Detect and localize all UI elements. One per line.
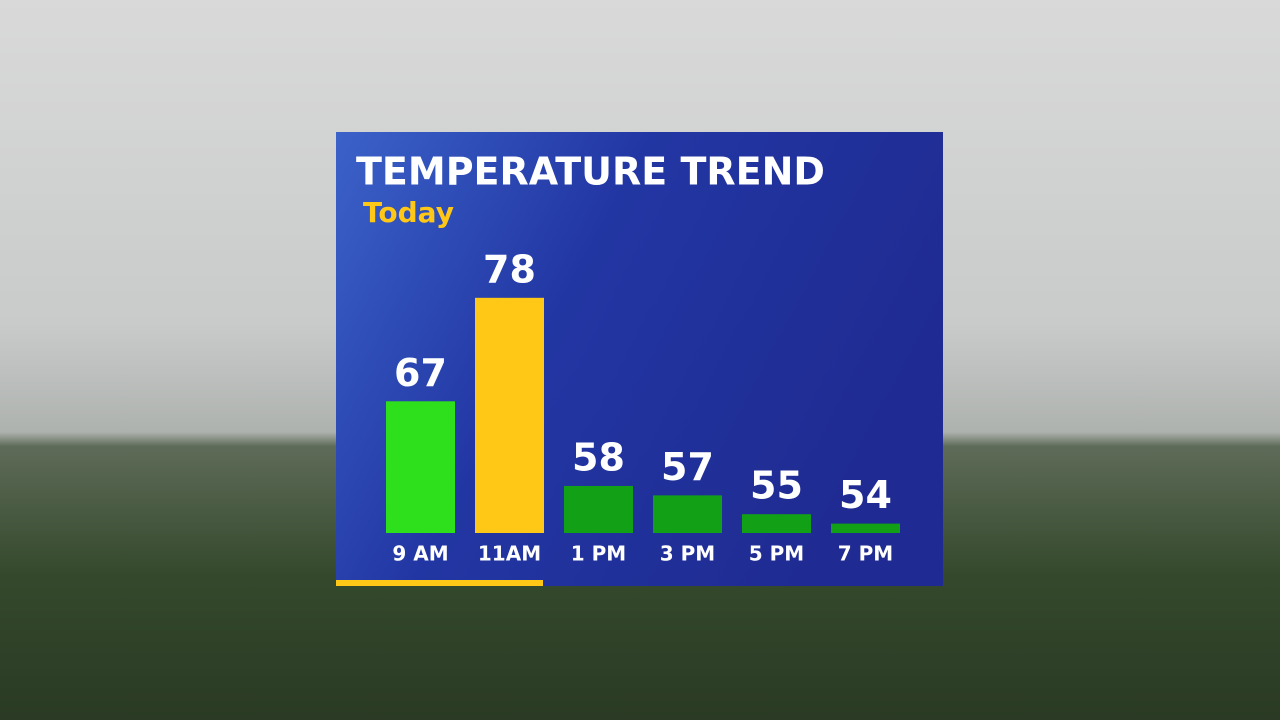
bar xyxy=(475,297,544,533)
x-tick-label: 7 PM xyxy=(838,542,893,566)
bar xyxy=(653,495,722,533)
bar xyxy=(831,523,900,533)
x-tick-label: 3 PM xyxy=(660,542,715,566)
x-tick-label: 9 AM xyxy=(392,542,448,566)
bar xyxy=(742,514,811,533)
chart-subtitle: Today xyxy=(363,196,454,229)
x-tick-label: 11AM xyxy=(478,542,541,566)
bar xyxy=(564,485,633,533)
value-label: 57 xyxy=(661,445,714,489)
value-label: 67 xyxy=(394,351,447,395)
bar xyxy=(386,401,455,533)
value-label: 78 xyxy=(483,247,536,291)
x-tick-label: 5 PM xyxy=(749,542,804,566)
value-label: 58 xyxy=(572,435,625,479)
chart-title: TEMPERATURE TREND xyxy=(356,150,825,194)
accent-bar xyxy=(336,580,543,586)
x-tick-label: 1 PM xyxy=(571,542,626,566)
value-label: 54 xyxy=(839,473,892,517)
value-label: 55 xyxy=(750,464,803,508)
